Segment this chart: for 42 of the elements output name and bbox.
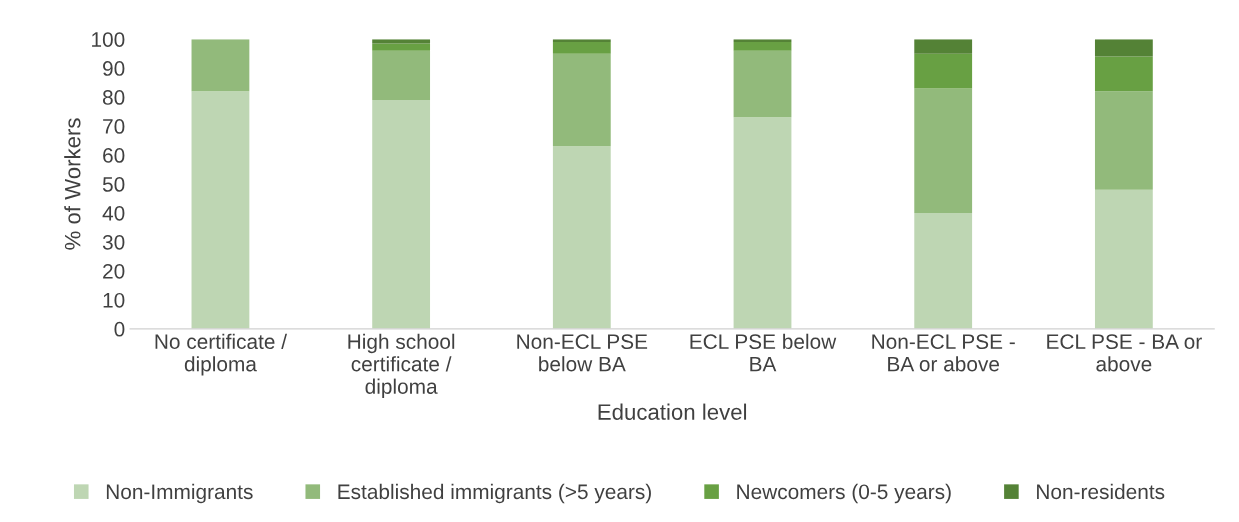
y-tick-label: 60 xyxy=(103,148,125,163)
bar xyxy=(191,39,250,92)
bar xyxy=(733,50,792,118)
bar xyxy=(733,42,792,51)
legend-label: Established immigrants (>5 years) xyxy=(338,483,651,504)
y-tick-label: 90 xyxy=(103,61,125,76)
bar xyxy=(372,50,431,100)
bar xyxy=(914,39,973,54)
y-tick-label: 70 xyxy=(103,119,125,134)
y-tick-label: 20 xyxy=(103,263,125,279)
bar xyxy=(733,117,792,329)
bar xyxy=(372,43,431,51)
x-tick-label: High school certificate / diploma xyxy=(348,333,455,399)
bar xyxy=(1094,189,1153,329)
legend-label: Non-Immigrants xyxy=(106,483,253,504)
legend-label: Newcomers (0-5 years) xyxy=(737,483,951,504)
x-tick-label: Non-ECL PSE below BA xyxy=(517,334,648,372)
x-axis-title: Education level xyxy=(598,403,747,420)
y-tick-label: 30 xyxy=(102,234,125,250)
y-tick-label: 0 xyxy=(114,321,125,337)
bar xyxy=(914,212,973,329)
x-tick-label: No certificate / diploma xyxy=(155,333,288,376)
bar xyxy=(914,88,973,213)
bar xyxy=(1094,39,1153,57)
y-tick-label: 80 xyxy=(102,90,125,105)
y-tick-label: 50 xyxy=(102,177,125,192)
x-tick-label: ECL PSE - BA or above xyxy=(1047,334,1202,372)
legend-label: Non-residents xyxy=(1037,483,1165,500)
bar xyxy=(372,99,431,329)
x-tick-label: ECL PSE below BA xyxy=(690,333,837,372)
bar xyxy=(552,146,611,329)
y-tick-label: 10 xyxy=(103,292,125,308)
y-tick-label: 40 xyxy=(102,205,125,221)
bar xyxy=(914,53,973,89)
x-tick-label: Non-ECL PSE - BA or above xyxy=(872,334,1015,372)
bar xyxy=(1094,91,1153,190)
bar xyxy=(552,53,611,147)
y-axis-title: % of Workers xyxy=(64,118,81,250)
bar xyxy=(1094,56,1153,92)
bar xyxy=(191,91,250,329)
bar xyxy=(552,42,611,54)
y-tick-label: 100 xyxy=(92,32,125,47)
